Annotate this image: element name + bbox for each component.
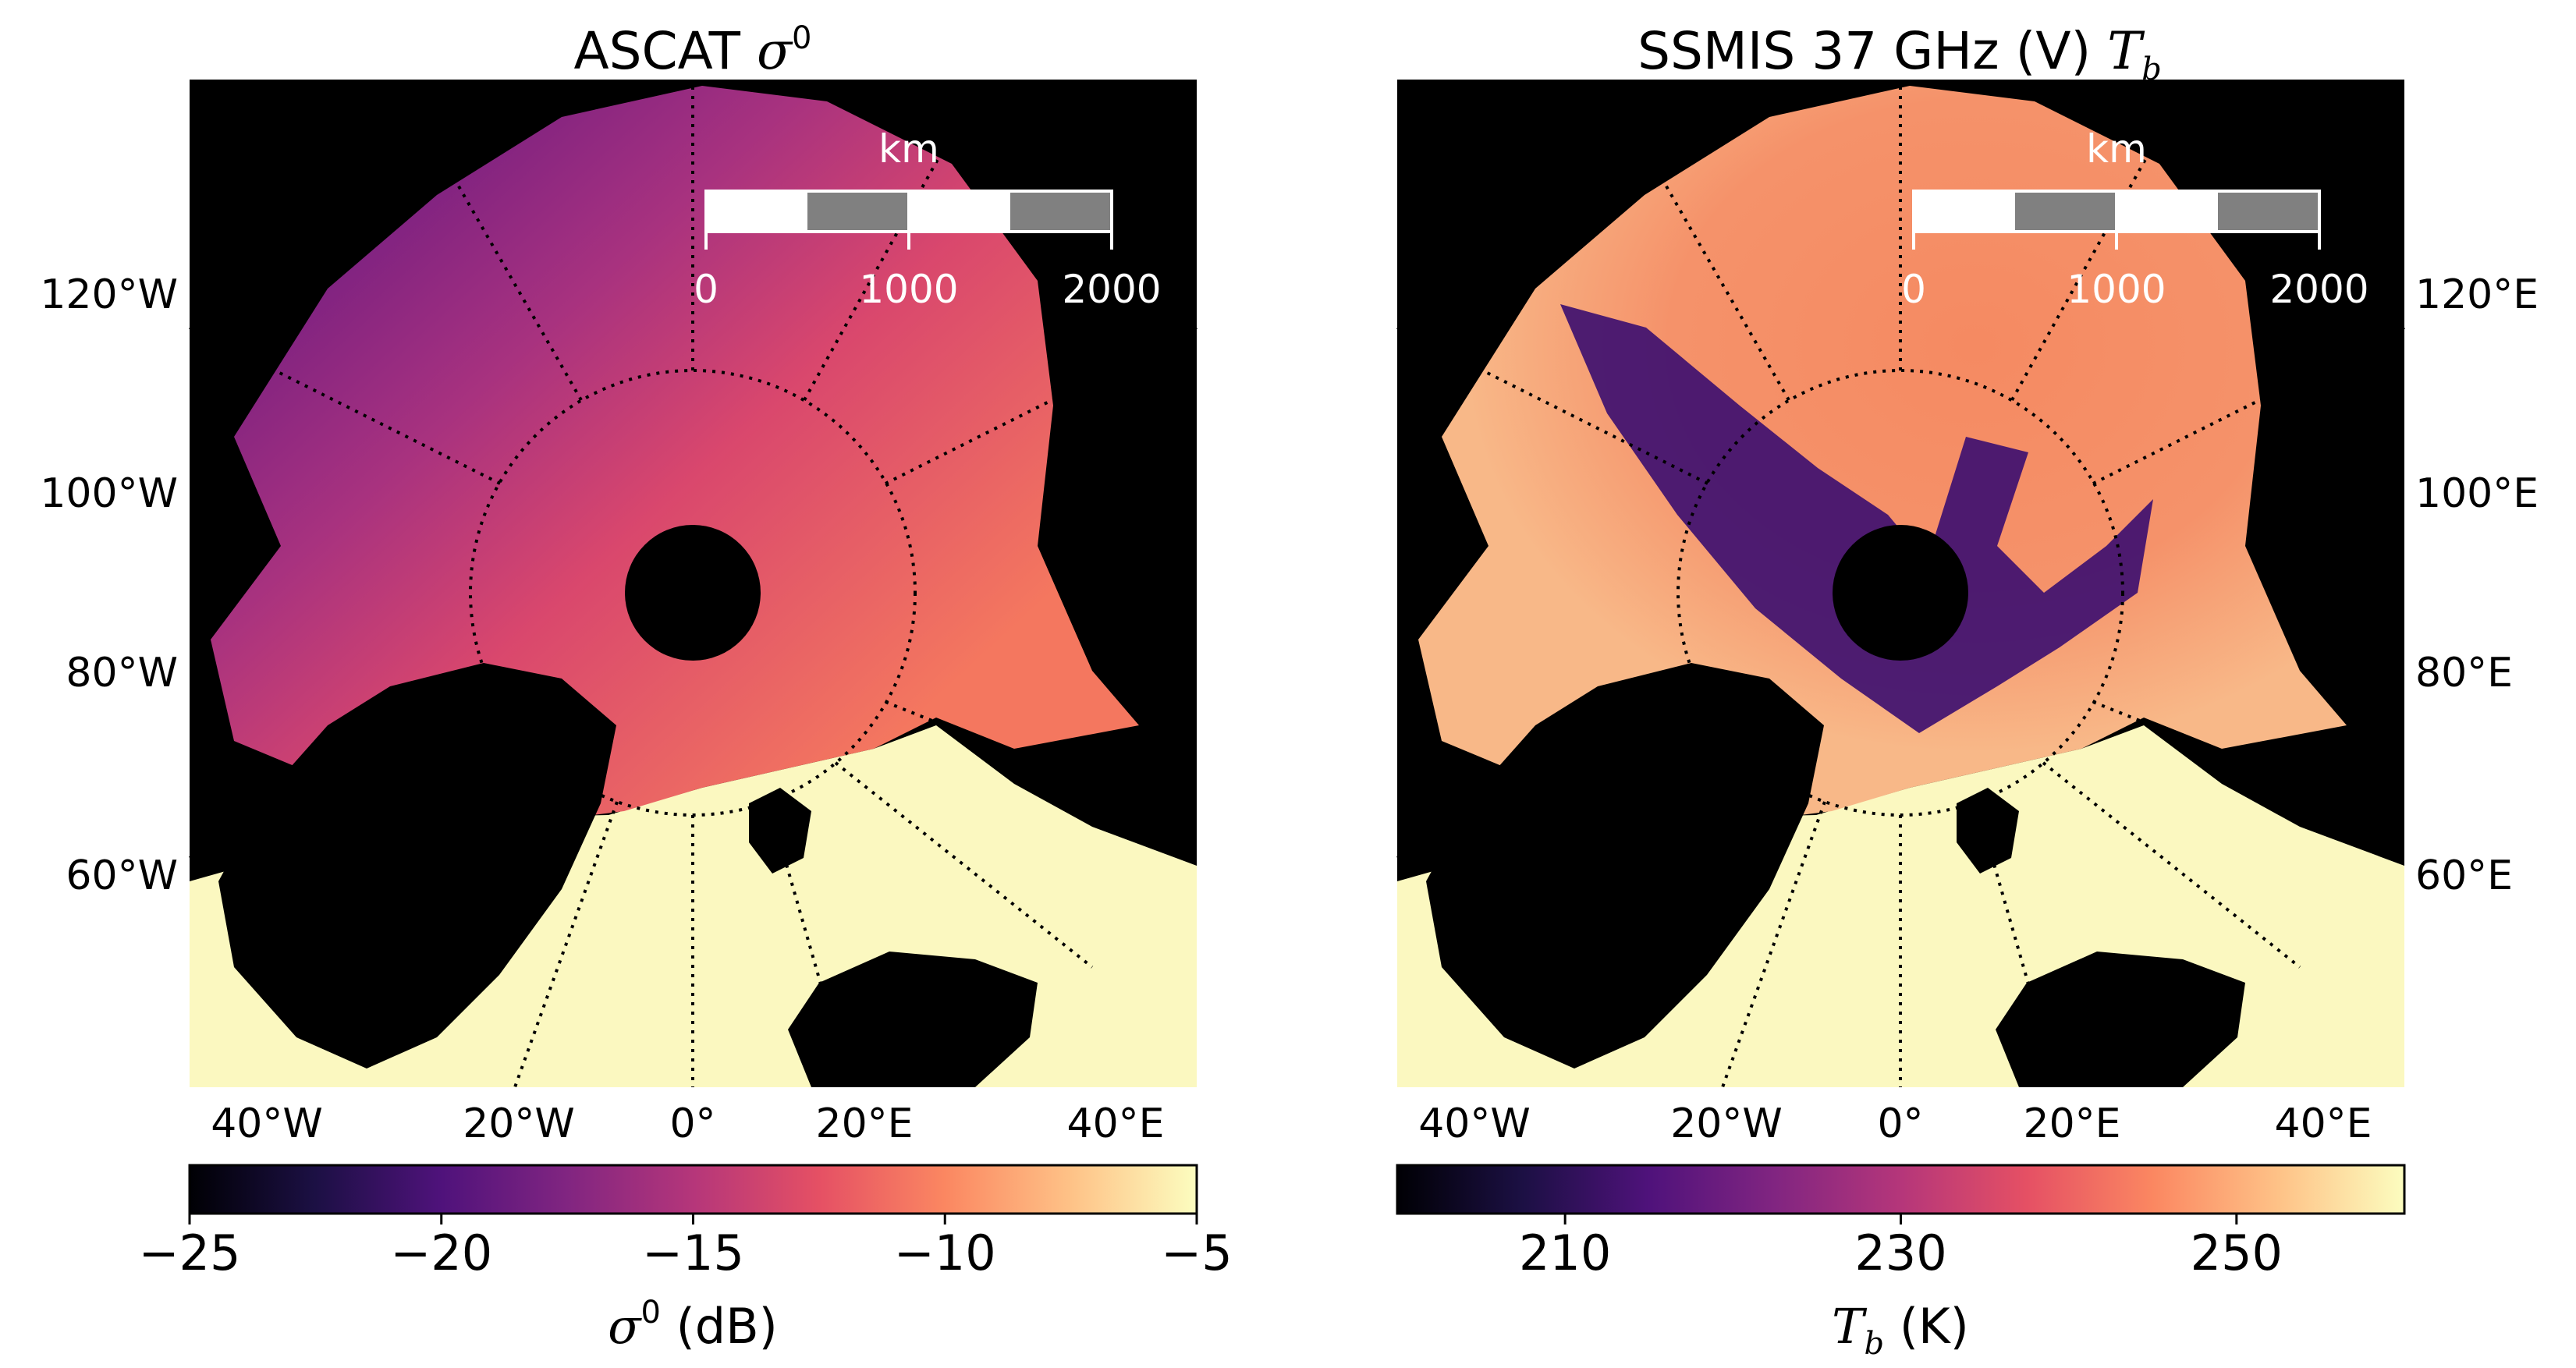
scale-bar-unit: km [878,126,939,172]
scale-bar-tick-label: 1000 [859,267,958,312]
lon-label: 40°E [1066,1100,1164,1147]
lon-label: 40°E [2274,1100,2372,1147]
sea-ice-region [211,86,1139,827]
colorbar-tick-label: −20 [390,1224,492,1281]
graticule-meridian-40e [834,761,1094,969]
scandinavia-landmass [1996,952,2245,1087]
scale-bar-unit: km [2086,126,2147,172]
map-ssmis: km 0 1000 2000 [1396,80,2405,1088]
graticule-meridian-40e [2042,761,2301,969]
scale-bar-segment [706,191,807,232]
lon-label: 0° [1877,1100,1923,1147]
greenland-landmass [1426,663,1824,1069]
scale-bar-segment [2015,191,2117,232]
panel-ascat: ASCAT σ0 [40,20,1232,1355]
pole-hole [1833,525,1968,661]
colorbar-tick-label: 230 [1854,1224,1946,1281]
scale-bar-tick-label: 2000 [1062,267,1161,312]
greenland-landmass [218,663,616,1069]
scale-bar-ssmis: km 0 1000 2000 [1901,126,2369,312]
graticule-meridian-150w [1643,147,1790,401]
scale-bar-segment [2218,191,2319,232]
scale-bar-segment [807,191,909,232]
graticule-meridian-60w [1396,700,1708,859]
scale-bar-segment [2117,191,2218,232]
lat-label: 60°E [2415,852,2513,899]
lat-label: 100°E [2415,470,2539,517]
lon-label: 40°W [211,1100,323,1147]
colorbar-tick-label: −5 [1161,1224,1232,1281]
colorbar-tick-label: 250 [2191,1224,2283,1281]
lat-label: 120°W [40,271,178,318]
colorbar-tick-label: 210 [1519,1224,1611,1281]
scale-bar-tick-label: 0 [694,267,719,312]
pole-hole [625,525,761,661]
colorbar-gradient [188,1164,1198,1215]
lon-label: 20°E [815,1100,913,1147]
scale-bar-segment [909,191,1010,232]
graticule-meridian-120e [2092,326,2405,485]
lat-label: 60°W [66,852,178,899]
scale-bar-tick-label: 1000 [2067,267,2166,312]
graticule-meridian-20e [1975,801,2060,1088]
colorbar-ssmis: 210 230 250 Tb (K) [1396,1164,2406,1362]
graticule-meridian-60w [189,700,501,859]
panel-title-ascat: ASCAT σ0 [574,20,812,81]
scale-bar-segment [1010,191,1112,232]
lat-label: 80°W [66,650,178,696]
colorbar-label: Tb (K) [1832,1298,1969,1362]
colorbar-tick-label: −15 [642,1224,744,1281]
graticule-meridian-150w [435,147,583,401]
lon-label: 40°W [1418,1100,1531,1147]
svalbard-landmass [1957,788,2019,874]
lon-label: 0° [669,1100,715,1147]
graticule-meridian-150e [803,147,946,401]
colorbar-label: σ0 (dB) [608,1295,778,1355]
colorbar-gradient [1396,1164,2406,1215]
scale-bar-ascat: km 0 1000 2000 [694,126,1162,312]
colorbar-tick-label: −25 [139,1224,241,1281]
svalbard-landmass [749,788,811,874]
lon-label: 20°W [1670,1100,1783,1147]
colorbar-tick-label: −10 [894,1224,996,1281]
graticule-meridian-20w [513,801,619,1088]
graticule-meridian-120e [885,326,1198,485]
low-tb-band [1560,304,2153,733]
lat-label: 80°E [2415,650,2513,696]
panel-ssmis: SSMIS 37 GHz (V) Tb km [1396,21,2539,1362]
lat-label: 100°W [40,470,178,517]
lon-label: 20°E [2023,1100,2120,1147]
scale-bar-tick-label: 0 [1901,267,1926,312]
graticule-meridian-20e [767,801,852,1088]
scale-bar-segment [1914,191,2015,232]
scale-bar-tick-label: 2000 [2269,267,2368,312]
graticule-meridian-120w [1396,326,1708,485]
graticule-meridian-150e [2010,147,2153,401]
lon-label: 20°W [463,1100,575,1147]
sea-ice-region [1418,86,2347,827]
panel-title-ssmis: SSMIS 37 GHz (V) Tb [1637,21,2162,87]
scandinavia-landmass [788,952,1038,1087]
map-ascat: km 0 1000 2000 [189,80,1198,1088]
graticule-meridian-120w [189,326,501,485]
colorbar-ascat: −25 −20 −15 −10 −5 σ0 (dB) [139,1164,1233,1355]
graticule-meridian-20w [1721,801,1826,1088]
lat-label: 120°E [2415,271,2539,318]
